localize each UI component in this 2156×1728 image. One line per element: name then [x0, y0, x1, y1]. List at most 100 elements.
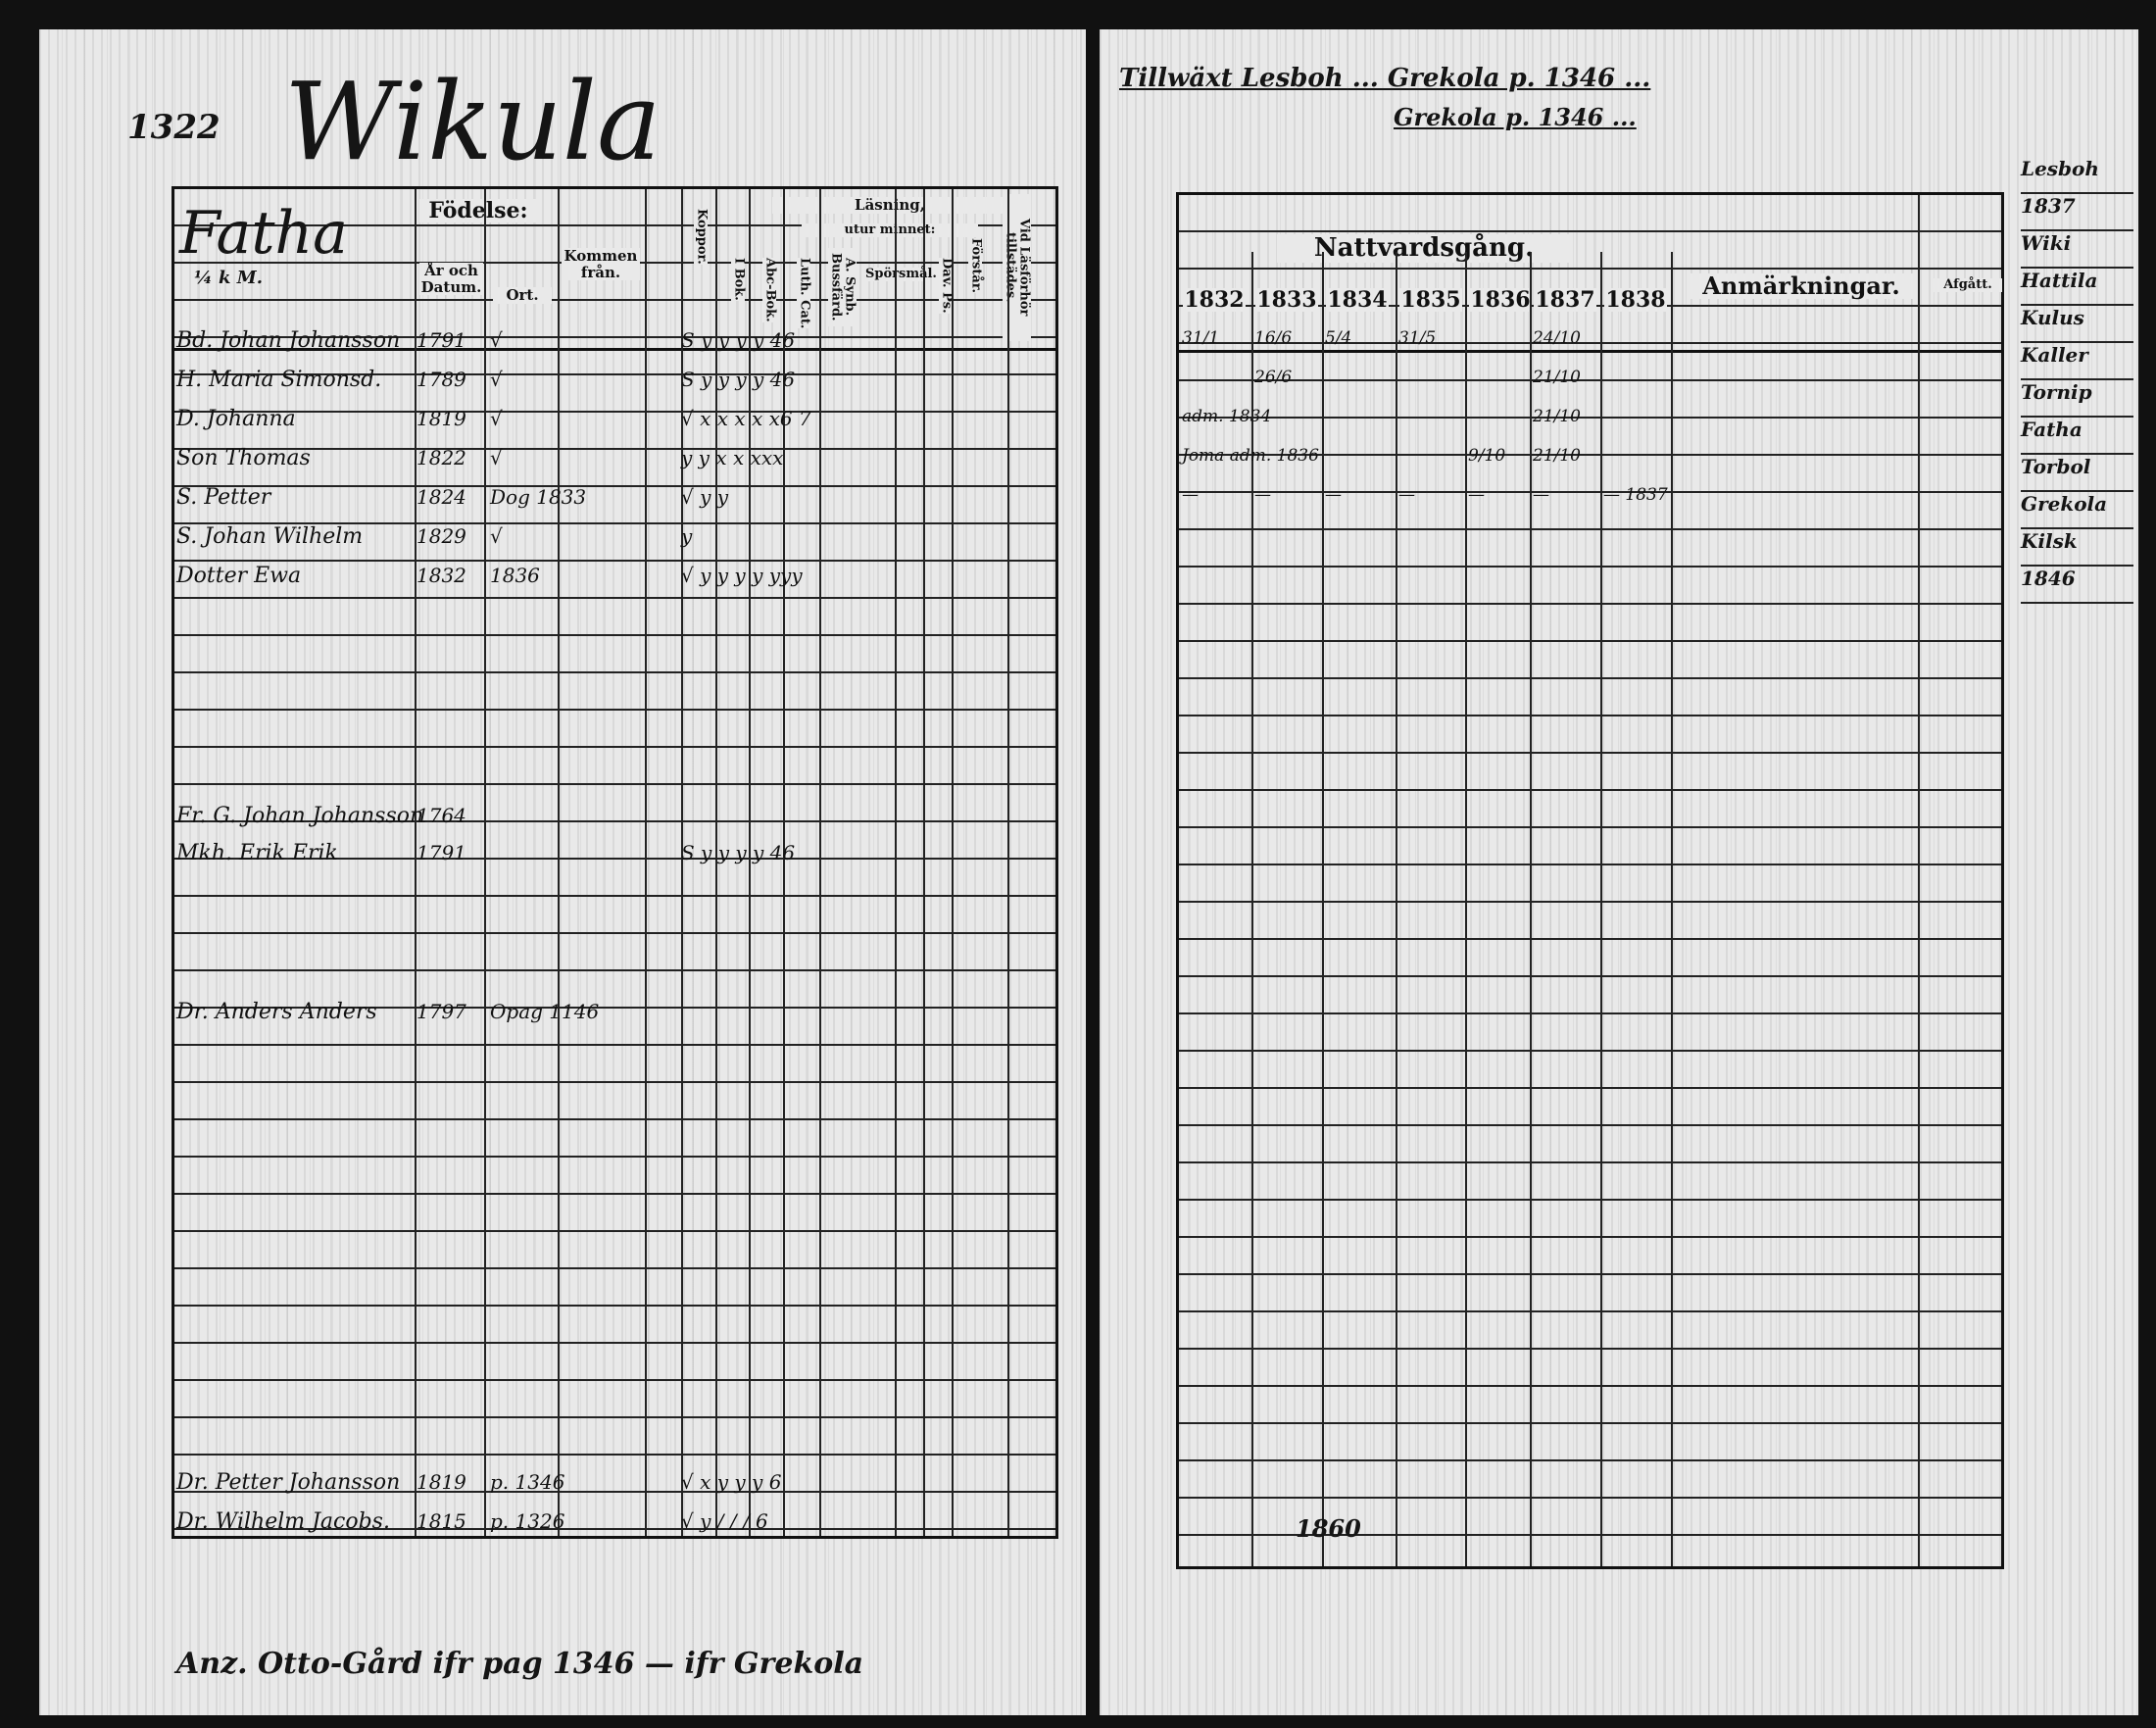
- column-line: [1530, 252, 1532, 1566]
- header-year: 1833: [1255, 287, 1318, 313]
- row-name: Dr. Petter Johansson: [176, 1470, 401, 1495]
- row-year: 1815: [416, 1509, 466, 1533]
- row-year: 1791: [416, 841, 466, 864]
- communion-entry: 9/10: [1468, 446, 1506, 466]
- column-line: [895, 189, 897, 1536]
- margin-note: 1846: [2021, 567, 2133, 604]
- row-marks: y: [681, 524, 693, 548]
- column-line: [1396, 252, 1397, 1566]
- farm-name: Fatha: [179, 199, 348, 268]
- margin-note: Kilsk: [2021, 529, 2133, 567]
- row-ort: p. 1346: [490, 1470, 565, 1494]
- header-vid-lasforhor: Vid Läsförhör tillstädes.: [1003, 194, 1032, 341]
- row-name: Bd. Johan Johansson: [176, 328, 401, 353]
- bottom-entry: 1860: [1296, 1514, 1361, 1543]
- header-year: 1836: [1469, 287, 1532, 313]
- column-line: [558, 189, 560, 1536]
- communion-entry: —: [1182, 485, 1199, 505]
- communion-entry: 16/6: [1254, 328, 1293, 348]
- margin-note: Tornip: [2021, 380, 2133, 418]
- column-line: [819, 189, 821, 1536]
- row-ort: √: [490, 368, 503, 391]
- row-ort: Opag 1146: [490, 1000, 600, 1023]
- row-name: S. Johan Wilhelm: [176, 524, 364, 549]
- column-line: [783, 189, 785, 1536]
- communion-entry: —: [1325, 485, 1342, 505]
- farm-note: ¼ k M.: [194, 268, 263, 288]
- header-utur-minnet: utur minnet:: [802, 222, 978, 238]
- row-marks: S y y y y 46: [681, 328, 796, 352]
- header-afgatt: Afgått.: [1934, 277, 2002, 293]
- row-year: 1819: [416, 1470, 466, 1494]
- header-anmarkningar: Anmärkningar.: [1689, 272, 1914, 300]
- margin-note: Wiki: [2021, 231, 2133, 269]
- row-name: D. Johanna: [176, 407, 296, 431]
- header-luth-cat: Luth. Cat.: [797, 258, 812, 329]
- communion-entry: 5/4: [1325, 328, 1352, 348]
- row-name: Dr. Anders Anders: [176, 1000, 377, 1024]
- row-name: S. Petter: [176, 485, 271, 510]
- communion-entry: adm. 1834: [1182, 407, 1272, 426]
- header-year: 1837: [1534, 287, 1596, 313]
- column-line: [1465, 252, 1467, 1566]
- row-name: Fr. G. Johan Johansson: [176, 804, 424, 828]
- row-year: 1789: [416, 368, 466, 391]
- communion-entry: —: [1533, 485, 1549, 505]
- communion-entry: —: [1398, 485, 1415, 505]
- communion-entry: 21/10: [1533, 446, 1581, 466]
- margin-note: Lesboh: [2021, 157, 2133, 194]
- page-number: 1322: [127, 108, 220, 147]
- column-line: [952, 189, 954, 1536]
- column-line: [645, 189, 647, 1536]
- footer-note: Anz. Otto-Gård ifr pag 1346 — ifr Grekol…: [176, 1647, 864, 1681]
- communion-entry: 31/1: [1182, 328, 1220, 348]
- top-note-2: Grekola p. 1346 ...: [1394, 103, 1637, 131]
- right-page: Tillwäxt Lesboh ... Grekola p. 1346 ... …: [1100, 29, 2138, 1715]
- row-name: Dotter Ewa: [176, 564, 302, 588]
- communion-entry: — 1837: [1603, 485, 1668, 505]
- header-a-synb: A. Synb. Bussfärd.: [828, 248, 858, 326]
- communion-entry: Joma adm. 1836: [1182, 446, 1319, 466]
- communion-entry: —: [1468, 485, 1485, 505]
- household-table: Fatha ¼ k M. Födelse: År och Datum. Ort.…: [172, 186, 1058, 1539]
- row-year: 1829: [416, 524, 466, 548]
- column-line: [1600, 252, 1602, 1566]
- header-dav-ps: Dav. Ps.: [939, 258, 955, 314]
- row-year: 1824: [416, 485, 466, 509]
- column-line: [681, 189, 683, 1536]
- column-line: [415, 189, 416, 1536]
- column-line: [1007, 189, 1009, 1536]
- communion-entry: 21/10: [1533, 407, 1581, 426]
- column-line: [749, 189, 751, 1536]
- communion-entry: 21/10: [1533, 368, 1581, 387]
- row-marks: S y y y y 46: [681, 368, 796, 391]
- header-kommen-fran: Kommen från.: [562, 248, 640, 280]
- row-marks: S y y y y 46: [681, 841, 796, 864]
- row-ort: Dog 1833: [490, 485, 587, 509]
- row-marks: √ x x x x x6 7: [681, 407, 811, 430]
- column-line: [715, 189, 717, 1536]
- header-lasning: Läsning,: [772, 197, 1007, 214]
- margin-notes: Lesboh 1837 Wiki Hattila Kulus Kaller Tornip Fa…: [2021, 157, 2133, 604]
- column-line: [1322, 252, 1324, 1566]
- row-marks: y y x x xxx: [681, 446, 784, 469]
- header-ort: Ort.: [493, 287, 552, 304]
- column-line: [1671, 252, 1673, 1566]
- row-marks: √ y y: [681, 485, 729, 509]
- row-ort: √: [490, 446, 503, 469]
- left-page: 1322 Wikula Fatha ¼ k M. Födelse: År och…: [39, 29, 1086, 1715]
- row-name: H. Maria Simonsd.: [176, 368, 382, 392]
- row-year: 1764: [416, 804, 466, 827]
- row-ort: √: [490, 407, 503, 430]
- header-year: 1832: [1183, 287, 1246, 313]
- margin-note: Kulus: [2021, 306, 2133, 343]
- communion-entry: 31/5: [1398, 328, 1437, 348]
- margin-note: Fatha: [2021, 418, 2133, 455]
- top-note-1: Tillwäxt Lesboh ... Grekola p. 1346 ...: [1119, 64, 1651, 93]
- header-year: 1834: [1326, 287, 1389, 313]
- header-nattvardsgang: Nattvardsgång.: [1277, 234, 1571, 263]
- header-forstar: Förstår.: [968, 238, 984, 293]
- margin-note: Grekola: [2021, 492, 2133, 529]
- row-year: 1819: [416, 407, 466, 430]
- row-ort: √: [490, 524, 503, 548]
